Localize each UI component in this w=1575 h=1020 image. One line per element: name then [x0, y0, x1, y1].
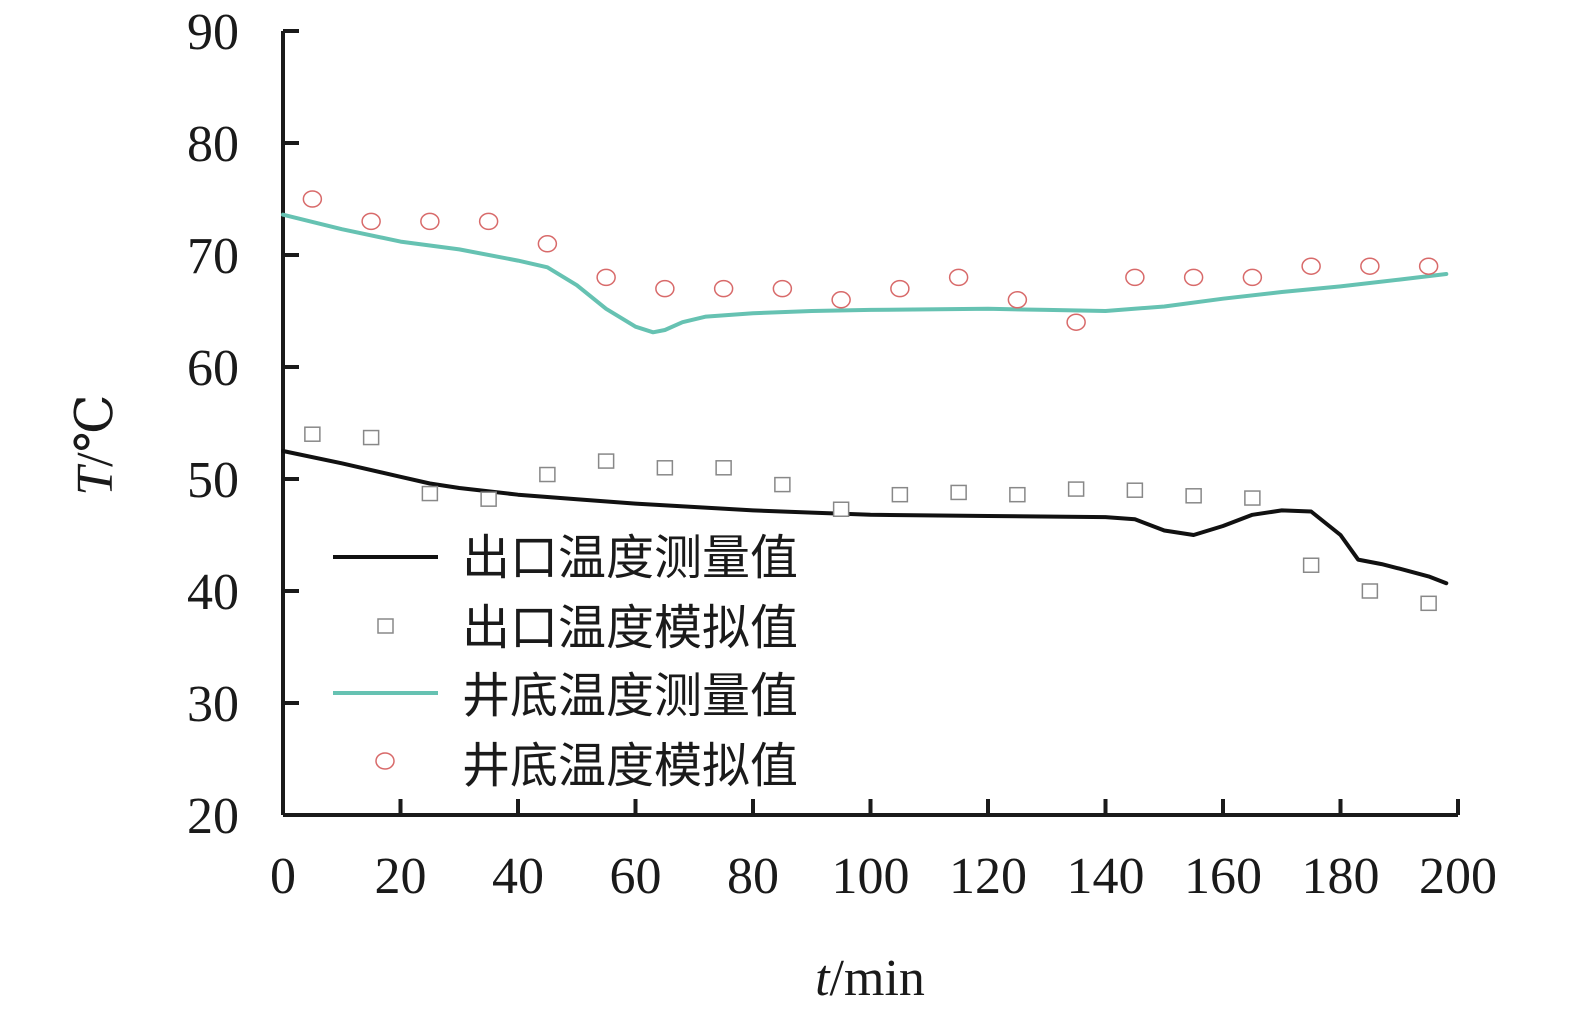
x-tick-label: 0: [270, 848, 296, 905]
x-axis-title: t/min: [815, 950, 925, 1007]
y-tick-label: 90: [187, 4, 239, 61]
data-point-circle: [772, 279, 793, 298]
data-point-square: [1067, 481, 1085, 497]
series-1: [304, 426, 1437, 612]
y-tick-label: 30: [187, 676, 239, 733]
series-3: [302, 190, 1439, 331]
data-point-circle: [596, 268, 616, 287]
data-point-square: [715, 460, 732, 476]
x-tick-label: 80: [727, 848, 779, 905]
data-point-circle: [478, 212, 499, 231]
y-axis-variable: T: [67, 464, 124, 496]
x-axis-ticks: 0 20 40 60 80 100 120 140 160 180 200: [270, 799, 1497, 905]
data-point-square: [950, 484, 967, 501]
x-tick-label: 40: [492, 848, 544, 905]
y-tick-label: 40: [187, 564, 239, 621]
data-point-square: [597, 453, 615, 469]
series-0: [281, 449, 1449, 586]
data-point-square: [539, 466, 556, 483]
series-2: [281, 212, 1449, 335]
data-point-circle: [713, 279, 734, 298]
data-point-circle: [948, 268, 969, 287]
data-point-circle: [361, 212, 381, 231]
data-point-circle: [1066, 313, 1086, 331]
y-tick-label: 80: [187, 116, 239, 173]
data-point-square: [1420, 595, 1437, 612]
legend-swatch-outlet-simulated: [377, 618, 394, 634]
y-axis-title: T/℃: [67, 394, 124, 496]
x-tick-label: 120: [949, 848, 1027, 905]
data-point-circle: [1418, 257, 1439, 275]
data-point-square: [1185, 488, 1202, 504]
data-point-circle: [890, 279, 910, 298]
y-axis-ticks: 20 30 40 50 60 70 80 90: [187, 4, 299, 845]
data-point-square: [1244, 490, 1261, 506]
data-point-square: [304, 426, 321, 442]
x-tick-label: 100: [832, 848, 910, 905]
x-tick-label: 60: [610, 848, 662, 905]
data-point-square: [1361, 583, 1379, 599]
x-tick-label: 140: [1067, 848, 1145, 905]
data-point-circle: [537, 235, 558, 253]
data-point-square: [656, 460, 674, 476]
data-point-square: [774, 476, 791, 493]
data-point-circle: [1360, 257, 1380, 275]
y-tick-label: 60: [187, 340, 239, 397]
y-tick-label: 70: [187, 228, 239, 285]
legend-label-bottom-simulated: 井底温度模拟值: [462, 738, 798, 794]
x-axis-variable: t: [815, 950, 831, 1007]
x-tick-label: 160: [1184, 848, 1262, 905]
data-point-circle: [655, 279, 675, 298]
y-tick-label: 20: [187, 788, 239, 845]
data-point-circle: [1125, 268, 1145, 287]
x-axis-unit: /min: [830, 950, 925, 1007]
data-point-square: [480, 491, 497, 507]
data-point-circle: [420, 212, 440, 231]
data-point-circle: [1007, 291, 1028, 309]
legend-swatch-bottom-simulated: [375, 752, 395, 770]
data-point-circle: [302, 190, 323, 208]
y-axis-unit: /℃: [67, 394, 124, 467]
x-tick-label: 200: [1419, 848, 1497, 905]
axes: [281, 31, 1458, 817]
legend: 出口温度测量值 出口温度模拟值 井底温度测量值 井底温度模拟值: [333, 530, 798, 794]
data-point-square: [1302, 557, 1320, 573]
legend-label-bottom-measured: 井底温度测量值: [462, 668, 798, 724]
data-point-square: [832, 501, 850, 517]
series-line: [281, 212, 1449, 335]
x-tick-label: 180: [1302, 848, 1380, 905]
data-point-circle: [1183, 268, 1204, 287]
series-line: [281, 449, 1449, 586]
data-point-square: [362, 429, 380, 446]
data-point-square: [1126, 482, 1144, 498]
x-tick-label: 20: [375, 848, 427, 905]
data-point-square: [891, 486, 909, 503]
data-point-circle: [831, 291, 851, 309]
legend-label-outlet-simulated: 出口温度模拟值: [462, 600, 798, 656]
y-tick-label: 50: [187, 452, 239, 509]
plot-area: [281, 190, 1449, 612]
legend-label-outlet-measured: 出口温度测量值: [462, 530, 798, 586]
data-point-square: [1009, 486, 1026, 503]
data-point-circle: [1242, 268, 1263, 287]
data-point-circle: [1301, 257, 1321, 275]
data-point-square: [421, 485, 439, 502]
